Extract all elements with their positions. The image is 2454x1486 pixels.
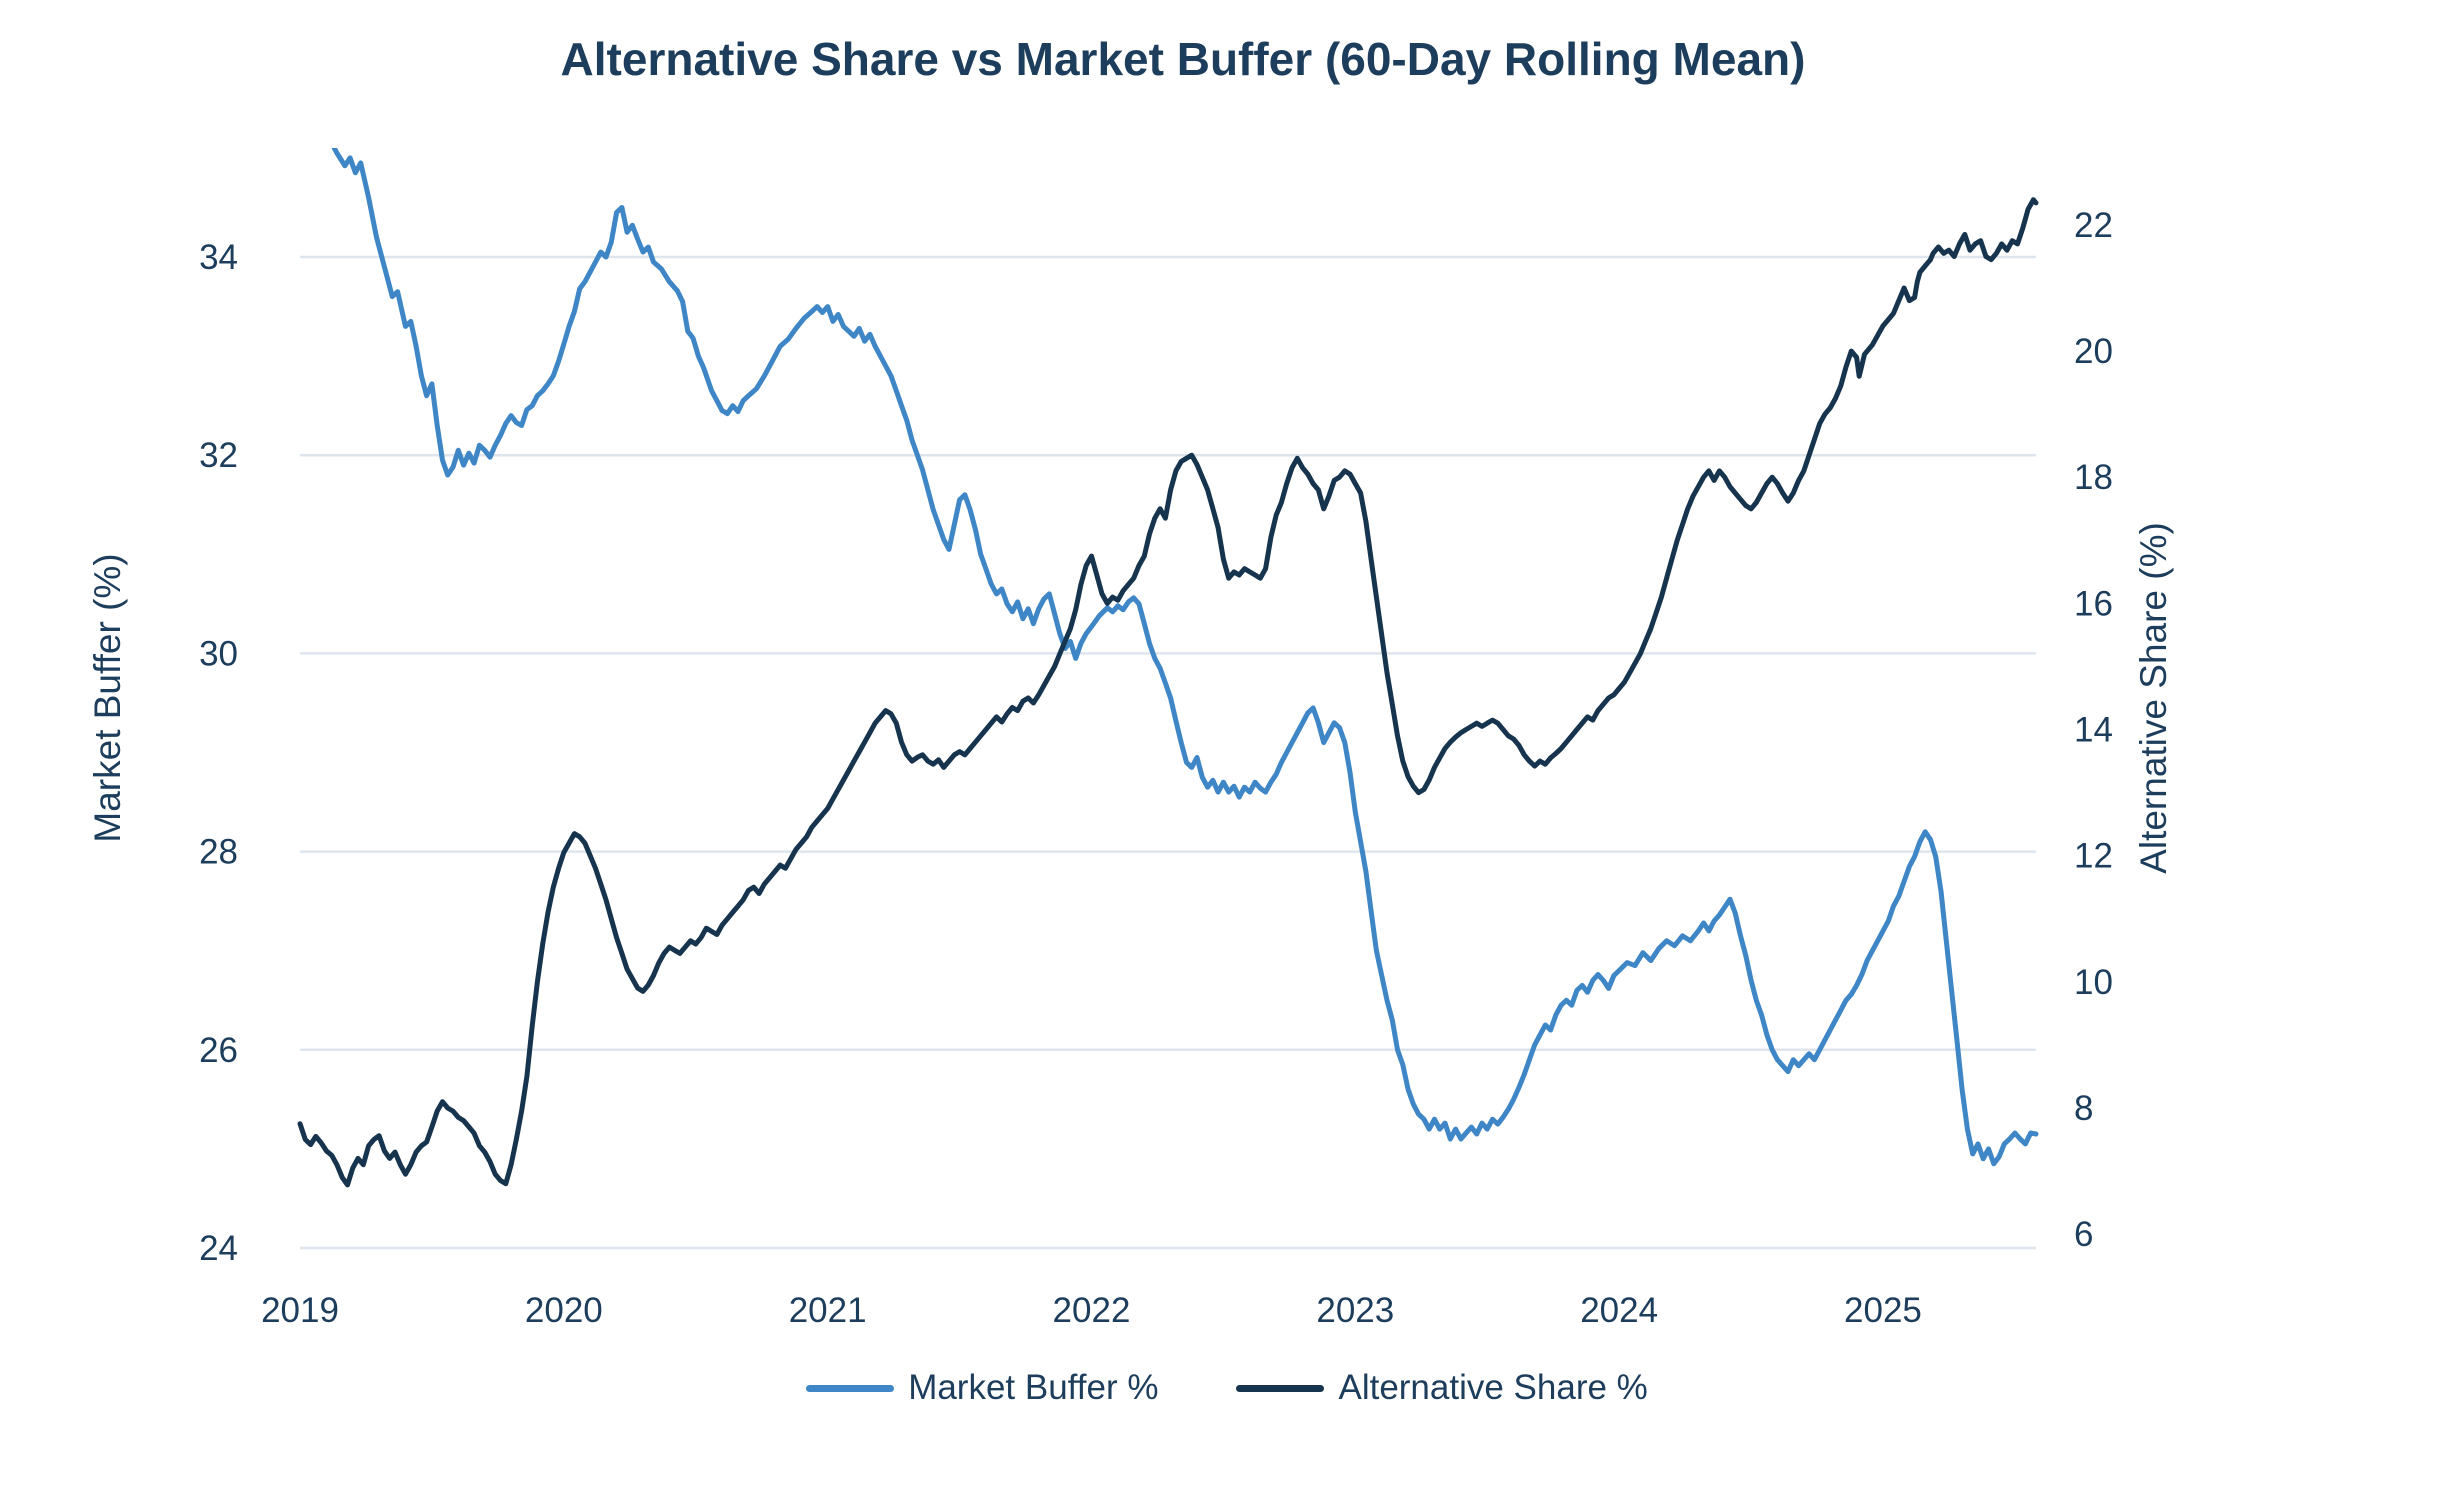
x-tick-label: 2025 — [1844, 1291, 1922, 1330]
legend-label-alternative-share: Alternative Share % — [1338, 1368, 1648, 1407]
x-tick-label: 2020 — [525, 1291, 603, 1330]
x-tick-label: 2023 — [1316, 1291, 1394, 1330]
y-tick-label-left: 30 — [199, 634, 238, 673]
x-tick-label: 2022 — [1053, 1291, 1131, 1330]
y-tick-label-right: 16 — [2074, 584, 2113, 623]
alternative-share-line-swatch — [1236, 1384, 1325, 1392]
y-tick-label-left: 28 — [199, 833, 238, 872]
left-axis-title: Market Buffer (%) — [87, 553, 128, 842]
right-axis-title: Alternative Share (%) — [2133, 522, 2174, 874]
x-tick-label: 2021 — [789, 1291, 867, 1330]
legend: Market Buffer % Alternative Share % — [0, 1368, 2454, 1408]
y-tick-label-right: 20 — [2074, 332, 2113, 371]
legend-label-market-buffer: Market Buffer % — [908, 1368, 1159, 1407]
chart-title: Alternative Share vs Market Buffer (60-D… — [560, 33, 1806, 85]
market-buffer-line — [331, 148, 2039, 1167]
x-tick-label: 2019 — [261, 1291, 339, 1330]
y-tick-label-left: 24 — [199, 1229, 238, 1268]
y-tick-label-right: 6 — [2074, 1215, 2093, 1254]
legend-item-market-buffer: Market Buffer % — [806, 1368, 1158, 1408]
y-tick-label-left: 26 — [199, 1031, 238, 1070]
legend-item-alternative-share: Alternative Share % — [1236, 1368, 1648, 1408]
market-buffer-line-swatch — [806, 1384, 895, 1392]
y-tick-label-right: 22 — [2074, 206, 2113, 245]
y-tick-label-left: 32 — [199, 436, 238, 475]
y-tick-label-right: 10 — [2074, 963, 2113, 1002]
alternative-share-line — [297, 197, 2039, 1188]
y-tick-label-right: 12 — [2074, 837, 2113, 876]
y-tick-label-right: 8 — [2074, 1089, 2093, 1128]
y-tick-label-right: 14 — [2074, 711, 2113, 750]
y-tick-label-right: 18 — [2074, 458, 2113, 497]
y-tick-label-left: 34 — [199, 238, 238, 277]
x-tick-label: 2024 — [1580, 1291, 1658, 1330]
